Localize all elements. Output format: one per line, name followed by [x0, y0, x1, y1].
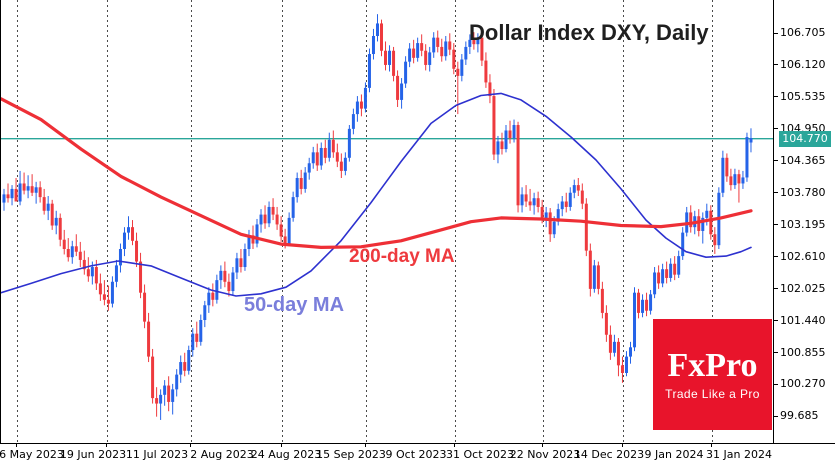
price-axis-label: 103.780 [780, 185, 826, 199]
current-price-tag: 104.770 [779, 130, 831, 147]
price-axis-tick [774, 352, 778, 353]
time-axis-label: 11 Jul 2023 [125, 448, 189, 461]
candlestick-chart-svg [1, 0, 774, 443]
time-axis-label: 2 Aug 2023 [190, 448, 254, 461]
price-axis-tick [774, 128, 778, 130]
time-axis-label: 31 Oct 2023 [445, 448, 515, 461]
price-axis-tick [774, 383, 778, 385]
time-axis-label: 24 Aug 2023 [250, 448, 322, 461]
time-axis-tick [542, 444, 543, 447]
fxpro-logo-text: FxPro [667, 347, 758, 385]
price-axis-label: 103.195 [780, 217, 826, 231]
candlestick-plot-area[interactable]: Dollar Index DXY, Daily 200-day MA 50-da… [0, 0, 774, 443]
price-axis-label: 105.535 [780, 89, 826, 103]
ma50-label: 50-day MA [244, 294, 345, 316]
price-axis-label: 102.610 [780, 249, 826, 263]
time-axis-label: 9 Oct 2023 [385, 448, 447, 461]
fxpro-logo: FxPro Trade Like a Pro [653, 319, 772, 430]
price-axis-label: 100.270 [780, 377, 826, 391]
time-axis-label: 14 Dec 2023 [573, 448, 645, 461]
time-axis-label: 15 Sep 2023 [316, 448, 386, 461]
price-axis-label: 102.025 [780, 281, 826, 295]
time-axis-tick [454, 444, 455, 447]
time-axis-tick [365, 444, 366, 447]
time-axis-label: 22 Nov 2023 [509, 448, 581, 461]
price-axis-tick [774, 415, 778, 417]
price-axis-label: 106.705 [780, 26, 826, 39]
price-axis-tick [774, 320, 778, 322]
price-axis-label: 100.855 [780, 345, 826, 359]
price-axis-tick [774, 96, 778, 98]
time-axis-tick [711, 444, 712, 447]
price-axis-label: 106.120 [780, 57, 826, 71]
time-axis-tick [622, 444, 623, 447]
price-axis-label: 99.685 [780, 409, 819, 423]
price-axis-tick [774, 256, 778, 258]
time-axis-tick [16, 444, 17, 447]
time-axis-label: 9 Jan 2024 [644, 448, 704, 461]
time-axis-label: 26 May 2023 [0, 448, 64, 461]
price-axis-tick [774, 64, 778, 66]
time-axis-tick [190, 444, 191, 447]
time-axis-label: 19 Jun 2023 [59, 448, 127, 461]
time-axis-tick [106, 444, 107, 447]
price-axis-label: 104.365 [780, 153, 826, 167]
price-axis-tick [774, 160, 778, 162]
fxpro-logo-tagline: Trade Like a Pro [665, 386, 760, 401]
chart-title: Dollar Index DXY, Daily [469, 20, 709, 45]
price-axis-tick [774, 192, 778, 194]
price-axis-tick [774, 224, 778, 226]
time-axis-tick [281, 444, 282, 447]
price-axis-label: 101.440 [780, 313, 826, 327]
price-axis-tick [774, 32, 778, 34]
ma200-label: 200-day MA [349, 246, 455, 267]
price-axis-tick [774, 288, 778, 290]
time-axis-label: 31 Jan 2024 [706, 448, 772, 461]
price-axis[interactable]: 106.705 106.120 105.535 104.950 104.365 103.7… [773, 0, 835, 443]
